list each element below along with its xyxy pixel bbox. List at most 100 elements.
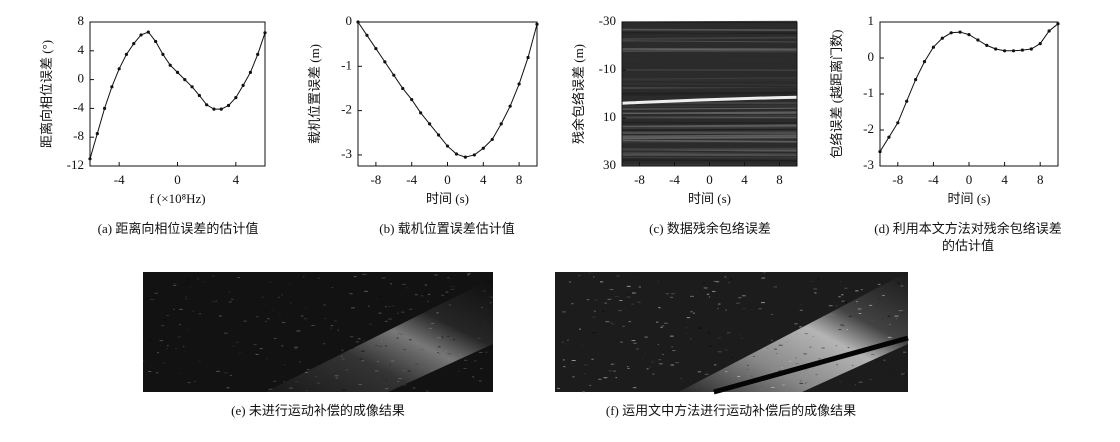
- point: [392, 73, 396, 77]
- point: [463, 155, 467, 159]
- image-speckle: [870, 319, 874, 321]
- caption: (b) 载机位置误差估计值: [379, 221, 515, 236]
- image-speckle: [631, 340, 636, 342]
- point: [146, 30, 150, 34]
- image-speckle: [845, 383, 850, 385]
- image-speckle: [185, 282, 189, 284]
- image-speckle: [173, 284, 177, 286]
- point: [526, 55, 530, 60]
- image-speckle: [279, 313, 281, 315]
- image-speckle: [708, 296, 711, 298]
- image-speckle: [379, 296, 381, 298]
- image-speckle: [332, 370, 335, 372]
- image-speckle: [477, 278, 479, 280]
- point: [1020, 48, 1024, 52]
- image-speckle: [453, 287, 457, 289]
- image-speckle: [805, 369, 808, 371]
- x-tick-label: -4: [669, 172, 680, 187]
- point: [985, 43, 989, 48]
- image-speckle: [388, 306, 391, 308]
- image-speckle: [821, 347, 825, 349]
- image-speckle: [384, 388, 389, 390]
- image-speckle: [586, 299, 590, 301]
- x-tick-label: 4: [1001, 172, 1008, 187]
- image-speckle: [402, 283, 406, 285]
- image-speckle: [294, 346, 299, 348]
- image-speckle: [232, 345, 235, 347]
- image-speckle: [724, 371, 728, 373]
- image-speckle: [619, 299, 623, 301]
- image-speckle: [815, 374, 818, 376]
- image-road: [713, 335, 909, 395]
- image-speckle: [610, 363, 615, 365]
- image-speckle: [161, 325, 165, 327]
- image-speckle: [846, 328, 848, 330]
- point: [499, 122, 503, 126]
- image-speckle: [869, 378, 872, 380]
- image-speckle: [562, 359, 565, 361]
- image-speckle: [713, 364, 717, 366]
- x-tick-label: -8: [634, 172, 645, 187]
- image-speckle: [622, 325, 625, 327]
- image-speckle: [632, 292, 636, 294]
- image-speckle: [487, 329, 490, 331]
- image-speckle: [264, 309, 268, 311]
- image-speckle: [900, 285, 904, 287]
- image-speckle: [593, 276, 595, 278]
- image-speckle: [889, 369, 891, 371]
- image-speckle: [738, 297, 742, 299]
- image-speckle: [562, 341, 564, 343]
- image-speckle: [670, 335, 674, 337]
- image-speckle: [703, 287, 708, 289]
- image-speckle: [562, 311, 566, 313]
- line: [89, 31, 266, 159]
- image-speckle: [763, 272, 766, 274]
- image-speckle: [604, 302, 607, 304]
- image-speckle: [595, 323, 597, 325]
- image-speckle: [578, 274, 581, 276]
- image-speckle: [817, 278, 820, 280]
- image-speckle: [839, 281, 842, 283]
- image-texture: [621, 124, 798, 127]
- image-speckle: [148, 339, 151, 341]
- image-speckle: [216, 386, 219, 388]
- point: [1003, 49, 1007, 53]
- point: [241, 83, 245, 87]
- image-texture: [621, 36, 798, 41]
- image-speckle: [633, 342, 637, 344]
- image-speckle: [166, 315, 170, 317]
- image-speckle: [289, 387, 293, 389]
- image-speckle: [183, 346, 185, 348]
- image-speckle: [571, 303, 574, 305]
- image-speckle: [626, 294, 629, 296]
- image-speckle: [454, 352, 458, 354]
- image-speckle: [407, 370, 411, 372]
- image-speckle: [463, 368, 467, 370]
- image-speckle: [355, 341, 360, 343]
- axes-frame: [879, 21, 1059, 167]
- point: [95, 132, 99, 136]
- image-speckle: [877, 298, 882, 300]
- point: [175, 70, 180, 74]
- image-speckle: [836, 364, 838, 366]
- point: [1047, 29, 1051, 33]
- image-speckle: [725, 278, 729, 280]
- point: [887, 135, 891, 139]
- point: [994, 47, 998, 51]
- image-speckle: [794, 323, 798, 325]
- image-speckle: [742, 308, 746, 310]
- image-speckle: [840, 324, 844, 326]
- image-speckle: [707, 332, 711, 334]
- image-speckle: [146, 297, 149, 299]
- image-speckle: [253, 344, 257, 346]
- image-speckle: [582, 391, 585, 393]
- image-speckle: [478, 380, 482, 382]
- x-tick-label: 4: [233, 172, 240, 187]
- image-speckle: [828, 305, 833, 307]
- image-texture: [621, 40, 798, 43]
- image-texture: [621, 114, 798, 118]
- image-speckle: [448, 304, 452, 306]
- image-speckle: [207, 335, 209, 337]
- image-speckle: [437, 352, 439, 354]
- image-speckle: [453, 339, 456, 341]
